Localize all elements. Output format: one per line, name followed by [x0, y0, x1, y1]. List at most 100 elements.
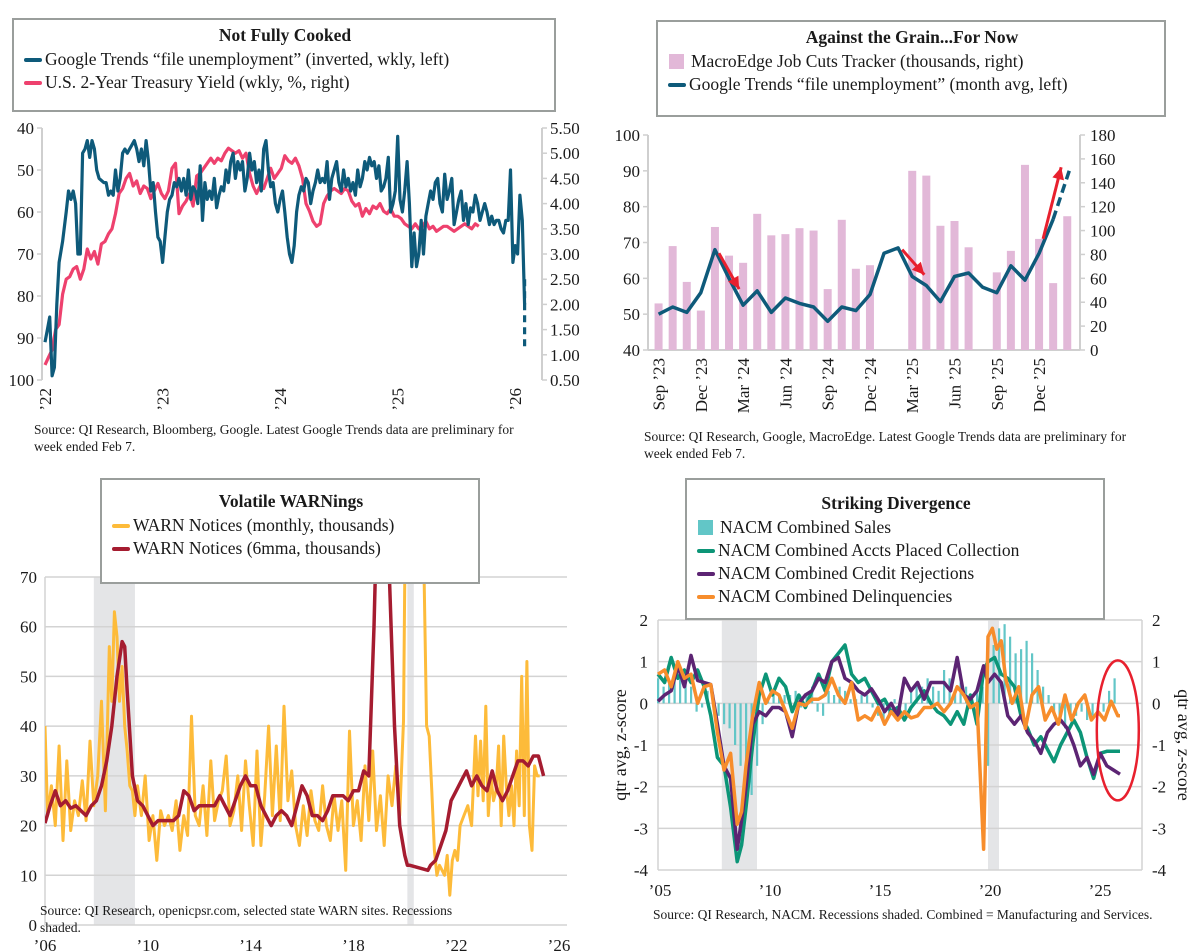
left-tick-label: 100 [9, 371, 35, 390]
series-line-nacm-combined-credit-rejections [656, 653, 1121, 851]
chart1-legend-item: U.S. 2-Year Treasury Yield (wkly, %, rig… [24, 71, 546, 94]
annotation-ellipse [1095, 659, 1141, 802]
series-line-google-trends-monthly [657, 218, 1055, 324]
right-tick-label: 60 [1090, 269, 1107, 288]
legend-swatch-icon [698, 520, 713, 535]
bar-sales [833, 695, 836, 704]
bar-job-cuts [1063, 216, 1072, 350]
x-tick-label: ’10 [136, 936, 159, 951]
left-tick-label: 60 [623, 269, 640, 288]
x-tick-label: Sep ’25 [988, 358, 1007, 410]
bar-sales [866, 695, 869, 704]
bar-job-cuts [992, 272, 1001, 350]
chart1-title: Not Fully Cooked [218, 25, 352, 45]
chart4-legend-item: NACM Combined Credit Rejections [697, 562, 1095, 585]
chart4-legend-item: NACM Combined Sales [697, 516, 1095, 539]
bar-sales [1020, 649, 1023, 704]
y-tick-label-left: -4 [634, 861, 649, 880]
chart-against-the-grain: 100 90 80 70 60 50 40 180 160 140 120 100 80 60 40 20 0 S… [600, 0, 1200, 470]
x-tick-label: ’05 [649, 881, 672, 900]
right-tick-label: 3.00 [550, 245, 580, 264]
bar-job-cuts [682, 281, 691, 350]
annotation-arrow-down-1-head [728, 275, 740, 290]
chart4-title: Striking Divergence [821, 493, 971, 513]
bar-sales [717, 703, 720, 716]
bar-sales [1080, 703, 1083, 712]
chart2-legend-item: MacroEdge Job Cuts Tracker (thousands, r… [668, 50, 1156, 73]
y-tick-label: 40 [20, 717, 37, 736]
x-tick-label: ’06 [34, 936, 57, 951]
legend-label: Google Trends “file unemployment” (month… [689, 74, 1068, 94]
y-tick-label-right: -4 [1152, 861, 1167, 880]
bar-sales [673, 670, 676, 704]
bar-sales [871, 703, 874, 708]
right-tick-label: 80 [1090, 245, 1107, 264]
chart1-legend-item: Google Trends “file unemployment” (inver… [24, 48, 546, 71]
y-tick-label: 50 [20, 667, 37, 686]
legend-swatch-icon [669, 54, 684, 69]
recession-shade [407, 577, 414, 925]
annotation-arrow-up-head [1052, 167, 1065, 181]
x-tick-label: Jun ’24 [776, 358, 795, 409]
y-axis-title-left: qtr avg, z-score [610, 689, 630, 800]
y-tick-label-left: 2 [640, 611, 649, 630]
x-tick-label: ’14 [239, 936, 262, 951]
chart4-source: Source: QI Research, NACM. Recessions sh… [653, 907, 1153, 922]
left-tick-label: 80 [623, 198, 640, 217]
x-tick-label: ’26 [548, 936, 571, 951]
bar-sales [739, 703, 742, 766]
chart1-legend: Not Fully Cooked Google Trends “file une… [12, 18, 556, 112]
bar-sales [954, 690, 957, 704]
bar-job-cuts [767, 235, 776, 350]
left-tick-label: 80 [17, 287, 34, 306]
right-tick-label: 4.00 [550, 195, 580, 214]
chart2-svg: 100 90 80 70 60 50 40 180 160 140 120 100 80 60 40 20 0 S… [615, 126, 1116, 413]
chart-striking-divergence: 2 2 1 1 0 0 -1 -1 -2 -2 -3 -3 -4 -4’05’10’15’20’25 qtr… [600, 470, 1200, 951]
bar-sales [1009, 636, 1012, 704]
bar-job-cuts [696, 310, 705, 350]
bar-sales [1047, 695, 1050, 704]
series-line-warn-monthly [45, 577, 540, 897]
chart3-legend-item: WARN Notices (6mma, thousands) [112, 537, 470, 560]
left-tick-label: 90 [623, 162, 640, 181]
right-tick-label: 1.00 [550, 346, 580, 365]
bar-sales [849, 699, 852, 704]
bar-sales [1108, 690, 1111, 704]
bar-job-cuts [795, 228, 804, 350]
bar-sales [1102, 703, 1105, 712]
chart3-legend-item: WARN Notices (monthly, thousands) [112, 514, 470, 537]
right-tick-label: 40 [1090, 293, 1107, 312]
x-tick-label: ’23 [154, 388, 173, 411]
x-tick-label: ’18 [342, 936, 365, 951]
legend-swatch-icon [112, 523, 130, 528]
right-tick-label: 160 [1090, 150, 1116, 169]
bar-sales [816, 703, 819, 712]
right-tick-label: 140 [1090, 174, 1116, 193]
left-tick-label: 70 [623, 234, 640, 253]
bar-sales [844, 690, 847, 704]
series-line-preliminary [1051, 170, 1071, 220]
bar-sales [734, 703, 737, 745]
legend-label: NACM Combined Credit Rejections [718, 563, 975, 583]
y-tick-label-right: -2 [1152, 778, 1166, 797]
series-line-google-trends [43, 134, 527, 378]
x-tick-label: ’26 [506, 388, 525, 411]
bar-job-cuts [668, 246, 677, 350]
legend-label: WARN Notices (6mma, thousands) [133, 538, 381, 558]
legend-label: MacroEdge Job Cuts Tracker (thousands, r… [691, 51, 1024, 71]
chart4-legend: Striking Divergence NACM Combined Sales … [685, 478, 1105, 620]
bar-sales [1014, 653, 1017, 704]
y-tick-label: 20 [20, 817, 37, 836]
bar-sales [728, 703, 731, 729]
y-tick-label: 30 [20, 767, 37, 786]
bar-job-cuts [936, 225, 945, 350]
chart4-legend-item: NACM Combined Delinquencies [697, 585, 1095, 608]
bar-job-cuts [725, 255, 734, 350]
x-tick-label: ’15 [869, 881, 892, 900]
bar-sales [1064, 703, 1067, 729]
bar-sales [943, 670, 946, 704]
annotation-arrow-up-shaft [1041, 166, 1063, 240]
chart4-svg: 2 21 10 0-1 -1-2 -2-3 -3-4 -4’05’10’15’20’25qtr… [610, 611, 1194, 900]
legend-swatch-icon [697, 571, 715, 576]
bar-job-cuts [710, 226, 719, 350]
